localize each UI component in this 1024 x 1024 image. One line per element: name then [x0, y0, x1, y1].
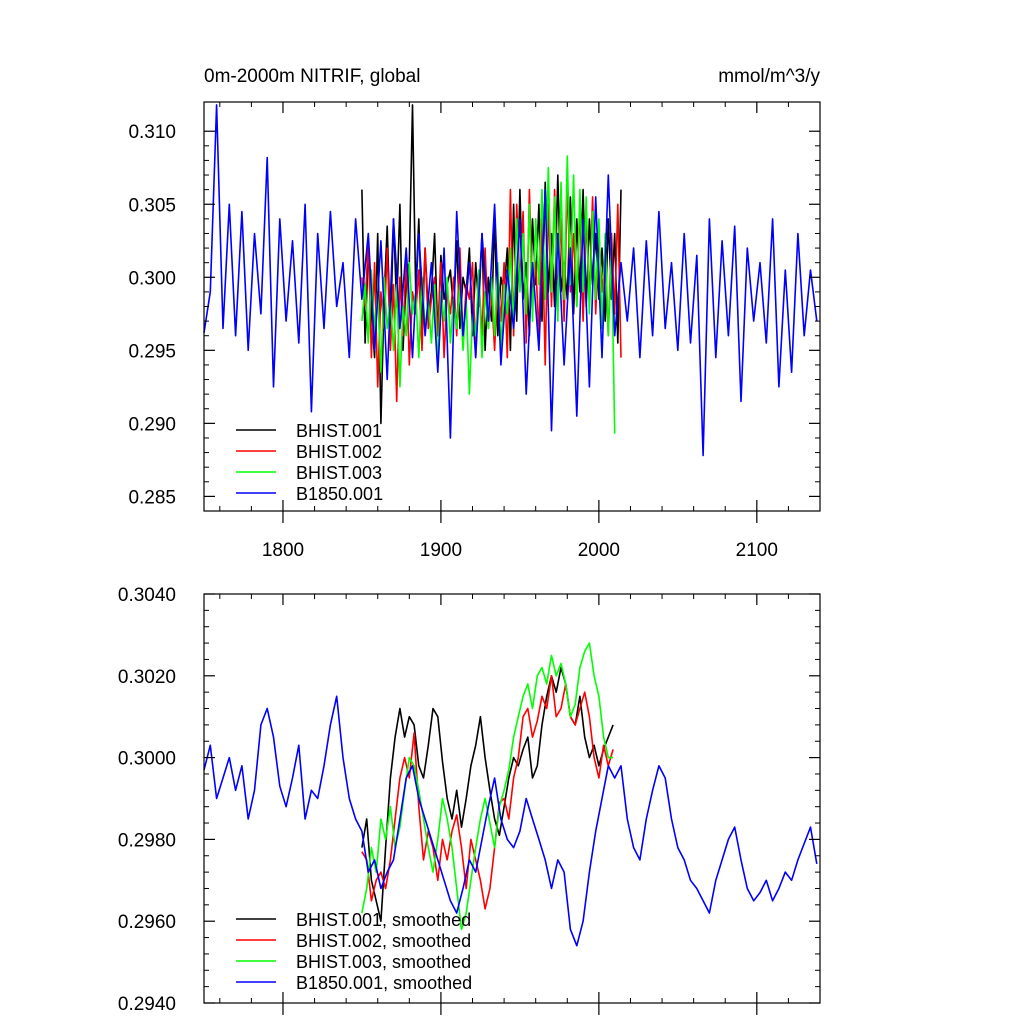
top-x-tick-label: 1800 [262, 540, 304, 561]
top-legend-label-3: BHIST.003 [296, 463, 382, 483]
top-chart-frame [203, 101, 821, 512]
bottom-chart-series-lines [203, 642, 818, 947]
top-legend-label-1: BHIST.001 [296, 421, 382, 441]
top-chart: 0m-2000m NITRIF, global mmol/m^3/y 1800 1… [128, 66, 821, 561]
bottom-series-line-2 [361, 674, 614, 910]
top-series-line-3 [361, 155, 616, 434]
top-y-tick-label: 0.295 [128, 341, 176, 362]
top-y-tick-label: 0.305 [128, 195, 176, 216]
top-y-tick-label: 0.300 [128, 268, 176, 289]
top-legend-label-2: BHIST.002 [296, 442, 382, 462]
top-y-tick-label: 0.285 [128, 487, 176, 508]
top-x-tick-label: 2000 [578, 540, 620, 561]
bottom-chart: 0.2940 0.2960 0.2980 0.3000 0.3020 0.3040 BHI… [118, 585, 821, 1015]
bottom-legend-label-4: B1850.001, smoothed [296, 973, 472, 993]
bottom-y-tick-label: 0.2940 [118, 994, 176, 1015]
top-y-tick-label: 0.290 [128, 414, 176, 435]
top-y-tick-label: 0.310 [128, 122, 176, 143]
top-x-tick-label: 2100 [736, 540, 778, 561]
bottom-y-tick-label: 0.2960 [118, 912, 176, 933]
top-chart-ticks: 1800 1900 2000 2100 0.285 0.290 0.295 0.300 0.30… [128, 102, 821, 561]
top-series-line-4 [203, 104, 818, 457]
bottom-series-line-4 [203, 695, 818, 947]
top-chart-units: mmol/m^3/y [718, 66, 820, 87]
bottom-y-tick-label: 0.3040 [118, 585, 176, 606]
top-x-tick-label: 1900 [420, 540, 462, 561]
bottom-chart-frame [203, 593, 821, 1004]
bottom-y-tick-label: 0.3020 [118, 667, 176, 688]
bottom-legend-label-1: BHIST.001, smoothed [296, 910, 471, 930]
top-chart-series-lines [203, 104, 818, 457]
top-chart-title: 0m-2000m NITRIF, global [204, 66, 420, 87]
bottom-legend-label-3: BHIST.003, smoothed [296, 952, 471, 972]
bottom-y-tick-label: 0.2980 [118, 830, 176, 851]
bottom-y-tick-label: 0.3000 [118, 749, 176, 770]
top-legend-label-4: B1850.001 [296, 484, 383, 504]
bottom-legend-label-2: BHIST.002, smoothed [296, 931, 471, 951]
bottom-chart-ticks: 0.2940 0.2960 0.2980 0.3000 0.3020 0.3040 [118, 585, 821, 1015]
